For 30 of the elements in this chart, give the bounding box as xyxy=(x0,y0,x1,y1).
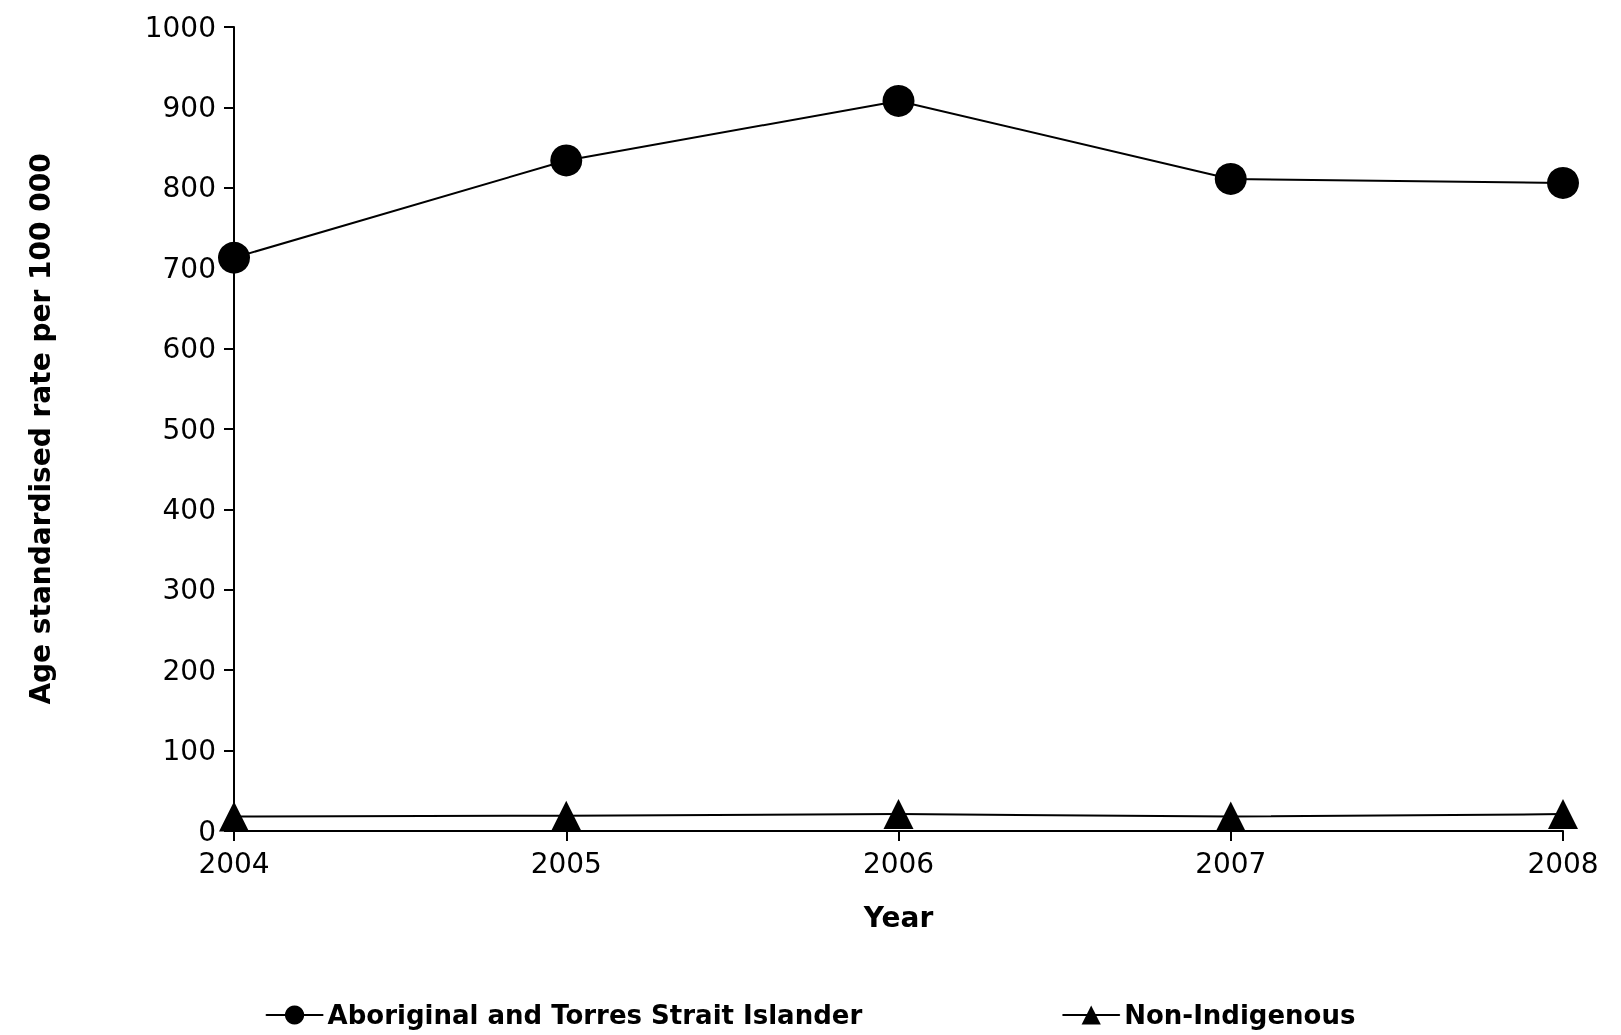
y-tick-label: 700 xyxy=(162,251,216,285)
point xyxy=(1548,799,1578,830)
point xyxy=(883,799,914,830)
point xyxy=(1215,801,1246,832)
x-tick-label: 2008 xyxy=(1527,846,1599,880)
y-tick-label: 800 xyxy=(162,171,216,205)
legend-label: Non-Indigenous xyxy=(1124,1000,1356,1030)
point xyxy=(550,144,583,177)
y-tick-label: 900 xyxy=(162,90,216,124)
y-tick-label: 400 xyxy=(162,492,216,526)
point xyxy=(219,801,249,832)
y-axis-title: Age standardised rate per 100 000 xyxy=(23,153,57,705)
legend-label: Aboriginal and Torres Strait Islander xyxy=(327,1000,863,1030)
y-tick-label: 600 xyxy=(162,332,216,366)
y-tick-label: 1000 xyxy=(144,10,216,44)
y-tick-label: 0 xyxy=(198,814,216,848)
point xyxy=(551,800,582,831)
point xyxy=(1547,166,1579,199)
y-tick-label: 100 xyxy=(162,734,216,768)
x-tick-label: 2005 xyxy=(530,846,602,880)
x-tick-label: 2007 xyxy=(1195,846,1267,880)
y-tick-label: 500 xyxy=(162,412,216,446)
x-tick-label: 2004 xyxy=(198,846,270,880)
y-tick-label: 200 xyxy=(162,653,216,687)
point xyxy=(882,84,915,117)
x-tick-label: 2006 xyxy=(862,846,935,880)
point xyxy=(1214,162,1247,195)
x-axis-title: Year xyxy=(862,900,934,934)
y-tick-label: 300 xyxy=(162,573,216,607)
point xyxy=(218,241,250,274)
